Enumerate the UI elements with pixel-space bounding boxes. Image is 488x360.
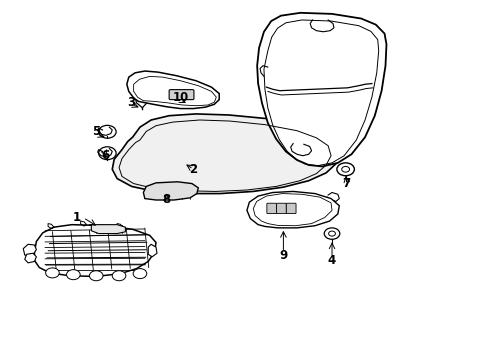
Circle shape [112,271,125,281]
Polygon shape [34,225,156,276]
FancyBboxPatch shape [266,203,276,213]
FancyBboxPatch shape [286,203,295,213]
Text: 8: 8 [162,193,170,206]
Text: 10: 10 [172,91,188,104]
Circle shape [45,268,59,278]
Circle shape [133,269,146,279]
Polygon shape [23,244,36,257]
Text: 3: 3 [127,96,136,109]
Circle shape [328,231,335,236]
FancyBboxPatch shape [276,203,286,213]
Polygon shape [126,71,219,109]
Text: 6: 6 [101,149,109,162]
Polygon shape [246,192,339,228]
Polygon shape [25,253,36,263]
Text: 5: 5 [92,125,100,138]
Circle shape [324,228,339,239]
Polygon shape [112,114,340,194]
Circle shape [66,270,80,280]
Polygon shape [91,225,125,234]
Circle shape [341,166,349,172]
Polygon shape [143,182,198,200]
Circle shape [89,271,103,281]
Text: 2: 2 [189,163,197,176]
Polygon shape [148,244,157,257]
Text: 7: 7 [342,177,350,190]
Polygon shape [257,13,386,166]
Text: 9: 9 [279,248,287,261]
Circle shape [99,147,116,159]
FancyBboxPatch shape [169,90,194,100]
Text: 4: 4 [327,254,335,267]
Circle shape [99,125,116,138]
Text: 1: 1 [73,211,81,224]
Circle shape [336,163,354,176]
